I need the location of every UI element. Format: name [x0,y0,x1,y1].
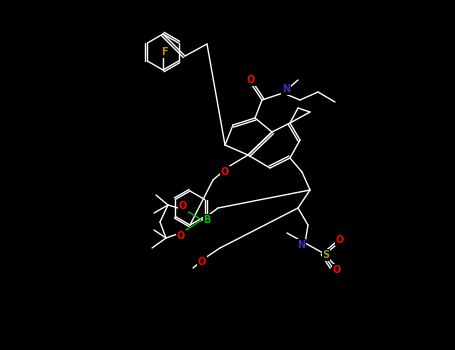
Text: S: S [323,250,329,260]
Text: O: O [333,265,341,275]
Text: N: N [282,84,290,94]
Text: O: O [247,75,255,85]
Text: O: O [179,201,187,211]
Text: B: B [203,215,211,225]
Text: N: N [297,240,305,250]
Text: O: O [336,235,344,245]
Text: O: O [177,231,185,241]
Text: O: O [221,167,229,177]
Text: F: F [161,47,167,57]
Text: O: O [198,257,206,267]
